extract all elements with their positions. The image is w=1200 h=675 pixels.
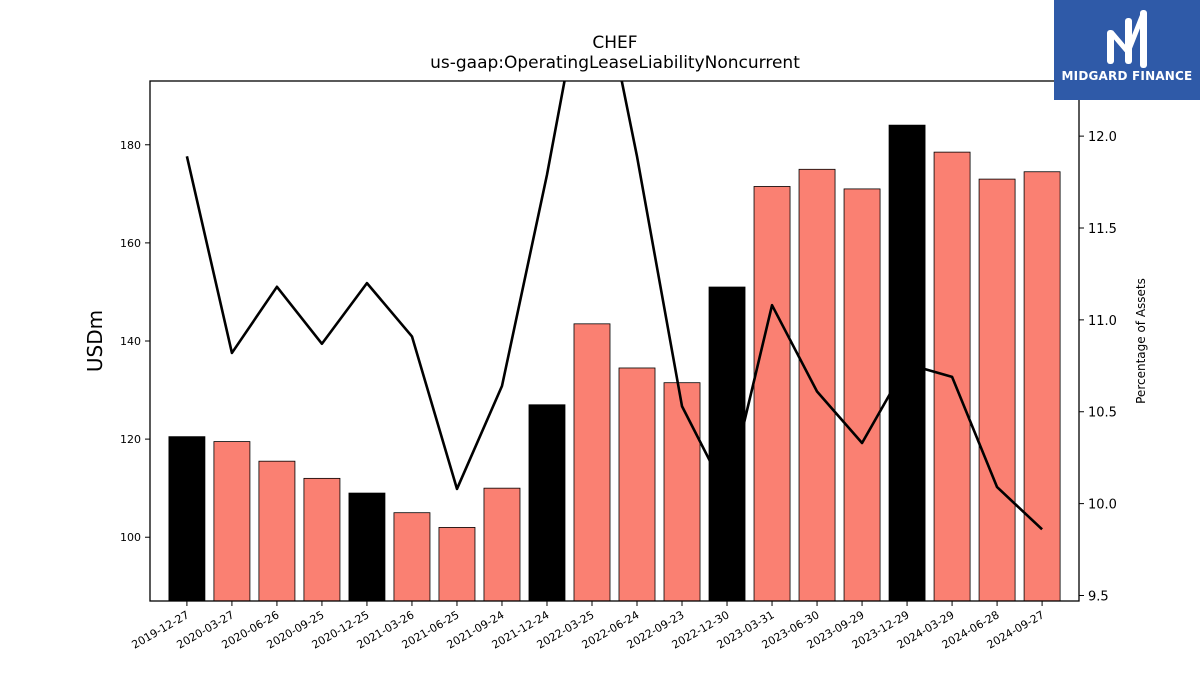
- bar-2022-09-23: [663, 382, 701, 602]
- bar-2022-03-25: [573, 323, 611, 602]
- y-tick-label: 140: [120, 335, 141, 348]
- bar-2020-09-25: [303, 477, 341, 602]
- y2-tick-label: 11.0: [1088, 314, 1117, 329]
- y-tick-label: 160: [120, 237, 141, 250]
- chart-subtitle: us-gaap:OperatingLeaseLiabilityNoncurren…: [430, 53, 800, 73]
- chart-title: CHEF: [592, 33, 637, 53]
- bar-series: [168, 124, 1061, 602]
- line-series: [185, 81, 1043, 531]
- bar-2021-12-24: [528, 404, 566, 602]
- bar-2024-09-27: [1023, 171, 1061, 602]
- y2-tick-label: 12.0: [1088, 130, 1117, 145]
- midgard-m-logo-icon: [1107, 10, 1147, 68]
- bar-2024-06-28: [978, 178, 1016, 602]
- bar-2022-06-24: [618, 367, 656, 602]
- y2-axis-label: Percentage of Assets: [1134, 278, 1148, 404]
- y-axis-label: USDm: [83, 310, 107, 372]
- bar-2023-03-31: [753, 186, 791, 602]
- y2-tick-label: 9.5: [1088, 589, 1109, 604]
- y-tick-label: 100: [120, 531, 141, 544]
- bar-2021-03-26: [393, 512, 431, 602]
- bar-2020-03-27: [213, 441, 251, 602]
- y-tick-label: 120: [120, 433, 141, 446]
- brand-logo: MIDGARD FINANCE: [1054, 0, 1200, 100]
- y2-tick-label: 10.5: [1088, 406, 1117, 421]
- bar-2021-06-25: [438, 527, 476, 602]
- percentage-line: [185, 81, 1043, 531]
- y2-tick-label: 10.0: [1088, 498, 1117, 513]
- bar-2023-06-30: [798, 168, 836, 602]
- x-axis: 2019-12-272020-03-272020-06-262020-09-25…: [130, 601, 1047, 652]
- bar-2023-09-29: [843, 188, 881, 602]
- y-tick-label: 180: [120, 139, 141, 152]
- y-axis: 100 120 140 160 180: [120, 139, 150, 544]
- bar-2021-09-24: [483, 487, 521, 602]
- bar-2020-06-26: [258, 460, 296, 602]
- y2-axis: 9.5 10.0 10.5 11.0 11.5 12.0: [1079, 130, 1117, 604]
- y2-tick-label: 11.5: [1088, 222, 1117, 237]
- brand-name: MIDGARD FINANCE: [1061, 69, 1193, 83]
- bar-2019-12-27: [168, 436, 206, 602]
- bar-2020-12-25: [348, 492, 386, 602]
